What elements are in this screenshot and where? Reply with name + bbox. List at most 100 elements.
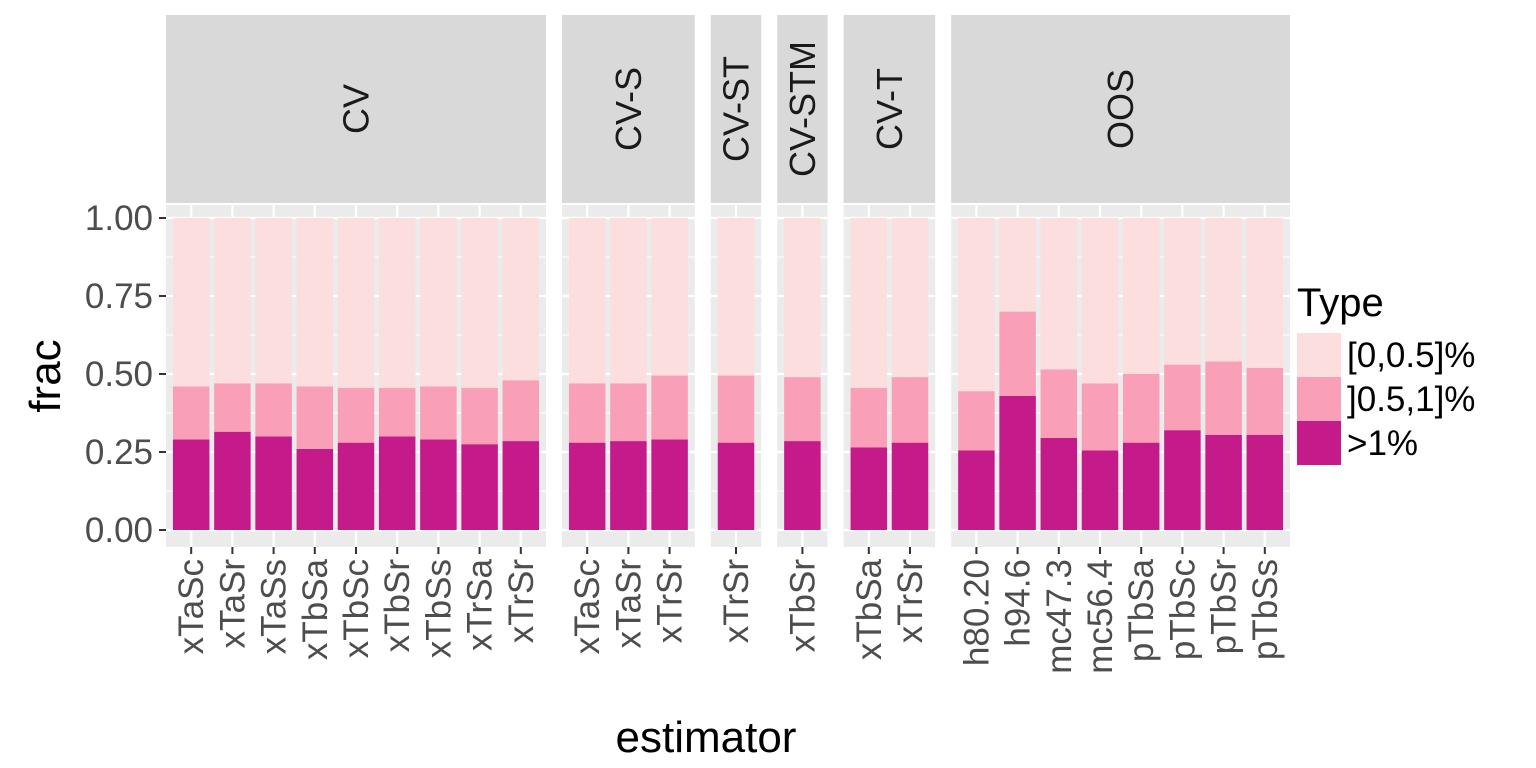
bar-segment-0-0-5 — [1246, 218, 1284, 368]
bar-segment-gt1 — [958, 450, 995, 530]
x-tick-label: xTrSa — [461, 558, 500, 651]
bar-segment-gt1 — [999, 395, 1036, 530]
bar-segment-0-0-5 — [1040, 218, 1078, 370]
legend: Type [0,0.5]% ]0.5,1]% >1% — [1297, 281, 1475, 465]
x-tick-label: xTrSr — [651, 559, 690, 644]
bar-segment-0-0-5 — [651, 218, 688, 376]
bar-segment-0-0-5 — [1205, 218, 1242, 362]
y-tick-label: 0.00 — [85, 511, 153, 550]
facet-strip — [777, 15, 828, 203]
bar-segment-0-0-5 — [958, 218, 995, 392]
facet-strip — [562, 15, 695, 203]
x-tick-label: pTbSa — [1122, 558, 1161, 662]
x-tick-label: pTbSr — [1205, 559, 1244, 655]
x-tick-label: pTbSs — [1246, 559, 1285, 660]
bar-segment-0-5-1 — [999, 311, 1036, 396]
bar-segment-0-5-1 — [1205, 361, 1242, 435]
y-tick-label: 1.00 — [85, 199, 153, 238]
bar-segment-gt1 — [1040, 437, 1078, 530]
bar-segment-0-5-1 — [172, 386, 210, 440]
bar-segment-gt1 — [1081, 450, 1119, 530]
bar-segment-0-5-1 — [1246, 367, 1284, 435]
bar-segment-0-0-5 — [214, 218, 251, 384]
bar-segment-0-0-5 — [1122, 218, 1160, 374]
x-axis-title: estimator — [616, 713, 797, 762]
bar-segment-gt1 — [337, 442, 375, 530]
bar-segment-gt1 — [1122, 442, 1160, 530]
bar-segment-0-5-1 — [461, 388, 498, 445]
bar-segment-0-5-1 — [378, 388, 416, 437]
x-tick-label: mc47.3 — [1040, 559, 1079, 674]
bar-segment-0-5-1 — [214, 383, 251, 432]
facet-strip — [951, 15, 1290, 203]
bar-segment-0-0-5 — [568, 218, 606, 384]
x-tick-label: xTrSr — [717, 559, 756, 644]
x-tick-label: xTaSr — [609, 559, 648, 649]
legend-key-1 — [1297, 333, 1341, 377]
bar-segment-gt1 — [568, 442, 606, 530]
bar-segment-gt1 — [172, 439, 210, 530]
bar-segment-0-5-1 — [337, 388, 375, 443]
legend-label-2: ]0.5,1]% — [1347, 380, 1475, 419]
bar-segment-gt1 — [420, 439, 457, 530]
bar-segment-gt1 — [378, 436, 416, 530]
bar-segment-0-0-5 — [1164, 218, 1201, 365]
bar-segment-0-0-5 — [891, 218, 929, 378]
bar-segment-0-5-1 — [850, 388, 888, 448]
y-tick-label: 0.50 — [85, 355, 153, 394]
x-tick-label: pTbSc — [1163, 559, 1202, 660]
legend-key-3 — [1297, 421, 1341, 465]
bar-segment-0-0-5 — [255, 218, 292, 384]
bar-segment-0-5-1 — [717, 375, 755, 443]
x-tick-label: xTaSc — [568, 559, 607, 654]
facet-label: CV — [336, 84, 377, 134]
bar-segment-gt1 — [461, 444, 498, 530]
bar-segment-gt1 — [255, 436, 292, 530]
facet-label: CV-S — [608, 67, 649, 151]
bar-segment-0-5-1 — [255, 383, 292, 437]
x-tick-label: xTbSr — [783, 559, 822, 653]
facet-strip — [710, 15, 762, 203]
bar-segment-0-0-5 — [337, 218, 375, 389]
bar-segment-0-0-5 — [610, 218, 647, 384]
bar-segment-0-0-5 — [717, 218, 755, 376]
facet-cv-stm: CV-STM xTbSr — [777, 15, 828, 653]
x-tick-label: h94.6 — [999, 559, 1038, 647]
bar-segment-0-0-5 — [1081, 218, 1119, 384]
facet-cv-t: CV-T xTbSa xTrSr — [843, 15, 936, 660]
facet-cv-st: CV-ST xTrSr — [710, 15, 762, 644]
bar-segment-0-0-5 — [502, 218, 540, 381]
y-tick-label: 0.75 — [85, 277, 153, 316]
facet-strip — [166, 15, 546, 203]
bar-segment-gt1 — [1246, 434, 1284, 530]
bar-segment-0-5-1 — [568, 383, 606, 443]
facet-label: CV-ST — [716, 56, 757, 162]
bar-segment-gt1 — [1164, 430, 1201, 530]
facet-label: OOS — [1100, 69, 1141, 149]
y-axis: 0.00 0.25 0.50 0.75 1.00 — [85, 199, 166, 550]
x-tick-label: xTbSa — [296, 558, 335, 660]
facet-label: CV-T — [869, 68, 910, 150]
bar-segment-0-0-5 — [784, 218, 821, 378]
bar-segment-gt1 — [784, 441, 821, 530]
bar-segment-0-0-5 — [850, 218, 888, 389]
legend-label-3: >1% — [1347, 424, 1418, 463]
bar-segment-0-5-1 — [958, 391, 995, 451]
bar-segment-0-5-1 — [784, 377, 821, 442]
legend-title: Type — [1297, 281, 1384, 325]
bar-segment-0-5-1 — [1122, 374, 1160, 443]
x-tick-label: xTaSc — [172, 559, 211, 654]
bar-segment-0-5-1 — [502, 380, 540, 442]
legend-key-2 — [1297, 377, 1341, 421]
y-axis-title: frac — [21, 339, 70, 412]
bar-segment-0-5-1 — [420, 386, 457, 440]
bar-segment-gt1 — [651, 439, 688, 530]
bar-segment-0-0-5 — [999, 218, 1036, 312]
legend-label-1: [0,0.5]% — [1347, 336, 1475, 375]
x-tick-label: xTaSs — [255, 559, 294, 654]
facet-label: CV-STM — [782, 41, 823, 177]
